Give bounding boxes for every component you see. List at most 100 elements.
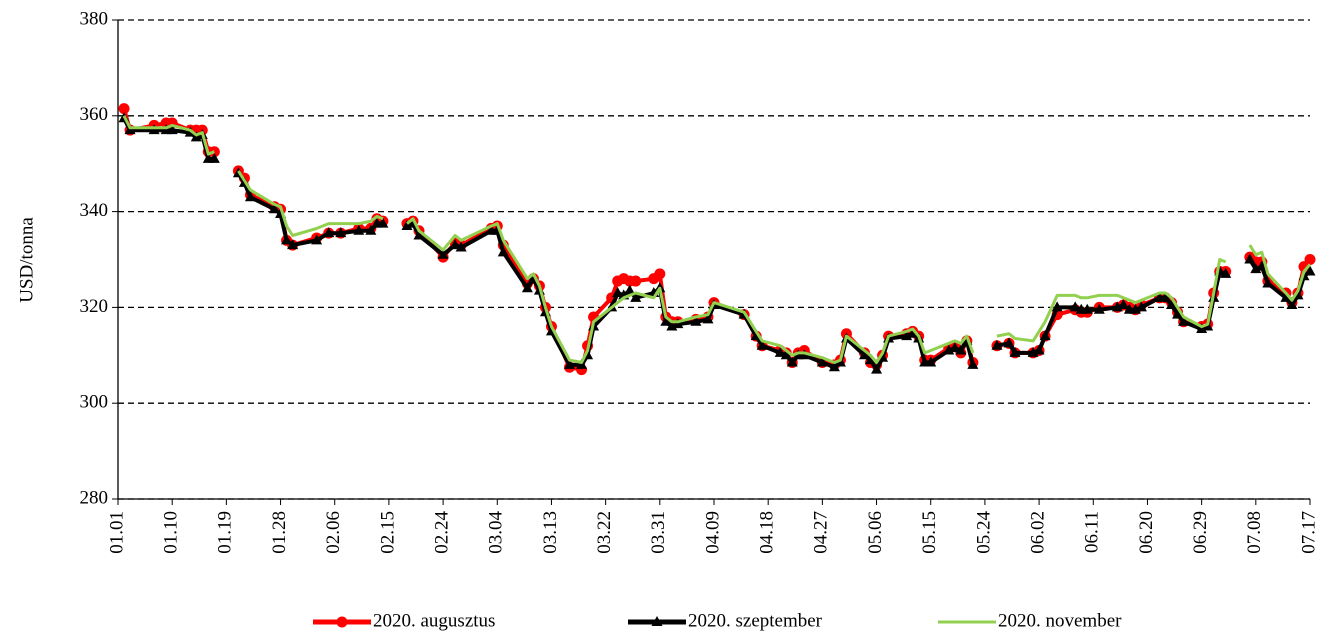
data-point [624, 284, 636, 295]
data-point [244, 191, 256, 202]
legend-label: 2020. november [998, 610, 1122, 631]
data-point [925, 356, 937, 367]
data-point [1178, 315, 1190, 326]
y-axis-label: USD/tonna [16, 217, 37, 303]
data-point [859, 349, 871, 360]
x-tick-label: 05.24 [973, 511, 994, 554]
y-tick-label: 340 [80, 200, 109, 221]
x-tick-label: 01.01 [106, 511, 127, 554]
data-point [1009, 346, 1021, 357]
data-point [1286, 299, 1298, 310]
x-tick-label: 03.04 [486, 510, 507, 553]
data-point [208, 152, 220, 163]
data-point [166, 124, 178, 135]
x-tick-label: 06.11 [1082, 511, 1103, 553]
data-point [1117, 299, 1129, 310]
data-point [497, 246, 509, 257]
data-point [702, 313, 714, 324]
data-point [1051, 301, 1063, 312]
series-line [122, 117, 1312, 372]
x-tick-label: 04.27 [811, 511, 832, 554]
data-point [865, 354, 877, 365]
x-tick-label: 05.06 [865, 511, 886, 554]
data-point [871, 363, 883, 374]
data-point [281, 234, 293, 245]
data-point [991, 339, 1003, 350]
data-point [1220, 267, 1232, 278]
y-tick-label: 300 [80, 392, 109, 413]
legend-marker [336, 616, 348, 628]
data-point [1093, 303, 1105, 314]
data-point [1166, 299, 1178, 310]
y-tick-label: 280 [80, 487, 109, 508]
data-point [756, 339, 768, 350]
series-line [122, 108, 1312, 372]
data-point [907, 327, 919, 338]
data-point [1280, 291, 1292, 302]
x-tick-label: 02.06 [323, 511, 344, 554]
data-point [780, 349, 792, 360]
data-point [786, 356, 798, 367]
x-tick-label: 02.15 [377, 511, 398, 554]
x-tick-label: 04.09 [702, 511, 723, 554]
data-point [311, 234, 323, 245]
data-point [660, 315, 672, 326]
data-point [1039, 330, 1051, 341]
legend-marker [651, 616, 663, 626]
data-point [1244, 253, 1256, 264]
x-tick-label: 04.18 [757, 511, 778, 554]
data-point [774, 346, 786, 357]
x-tick-label: 01.10 [161, 511, 182, 554]
data-point [967, 358, 979, 369]
x-tick-label: 03.22 [594, 511, 615, 554]
x-tick-label: 05.15 [919, 511, 940, 554]
x-tick-label: 06.29 [1190, 511, 1211, 554]
data-point [654, 268, 666, 280]
data-point [377, 217, 389, 228]
data-point [413, 229, 425, 240]
data-point [335, 227, 347, 238]
data-point [1033, 344, 1045, 355]
series-line [122, 115, 1312, 364]
data-point [1160, 291, 1172, 302]
x-tick-label: 01.19 [215, 511, 236, 554]
data-point [455, 241, 467, 252]
data-point [208, 146, 220, 158]
data-point [118, 103, 130, 115]
x-tick-label: 06.20 [1136, 511, 1157, 554]
data-point [816, 356, 828, 367]
data-point [828, 361, 840, 372]
data-point [630, 291, 642, 302]
y-tick-label: 380 [80, 8, 109, 29]
data-point [1262, 277, 1274, 288]
data-point [437, 248, 449, 259]
data-point [287, 239, 299, 250]
x-tick-label: 01.28 [269, 511, 290, 554]
x-tick-label: 07.08 [1244, 511, 1265, 554]
x-tick-label: 07.17 [1298, 511, 1319, 554]
y-tick-label: 360 [80, 104, 109, 125]
data-point [955, 344, 967, 355]
data-point [1172, 308, 1184, 319]
x-tick-label: 03.31 [648, 511, 669, 554]
x-tick-label: 03.13 [540, 511, 561, 554]
data-point [323, 227, 335, 238]
x-tick-label: 02.24 [431, 511, 452, 554]
legend-label: 2020. augusztus [373, 610, 495, 631]
data-point [630, 275, 642, 287]
data-point [1081, 303, 1093, 314]
data-point [1304, 265, 1316, 276]
data-point [949, 342, 961, 353]
data-point [1069, 301, 1081, 312]
data-point [353, 224, 365, 235]
data-point [449, 239, 461, 250]
x-tick-label: 06.02 [1027, 511, 1048, 554]
data-point [1256, 260, 1268, 271]
data-point [365, 224, 377, 235]
data-point [612, 287, 624, 298]
data-point [564, 358, 576, 369]
data-point [690, 315, 702, 326]
legend-label: 2020. szeptember [688, 610, 823, 631]
data-point [1304, 254, 1316, 265]
